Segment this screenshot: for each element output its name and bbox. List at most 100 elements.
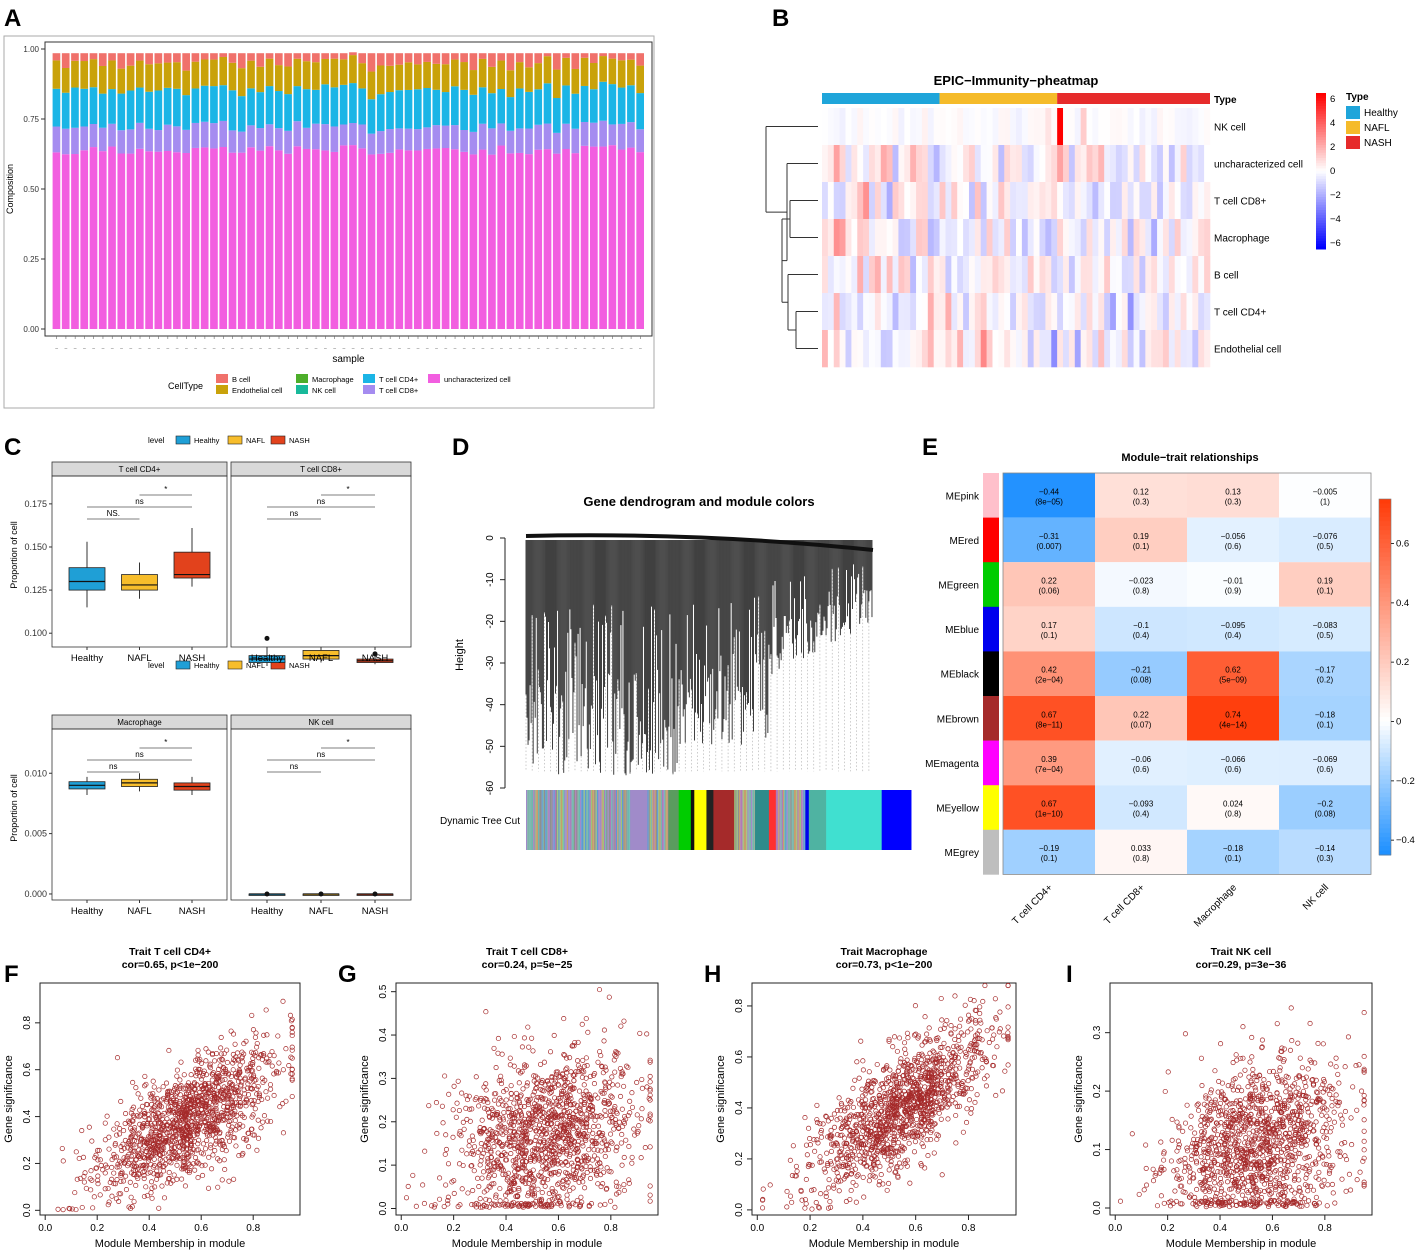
b-scale-step — [1316, 171, 1326, 175]
c-sig-label: ns — [109, 762, 117, 771]
scatter-point — [584, 1169, 590, 1176]
b-heat-cell — [1133, 182, 1140, 220]
a-bar-segment — [376, 94, 385, 132]
d-ytick-label: -30 — [485, 655, 496, 670]
a-bar-segment — [154, 151, 163, 329]
b-heat-cell — [1080, 108, 1087, 146]
scatter-xlabel: Module Membership in module — [452, 1238, 602, 1250]
scatter-point — [585, 1029, 591, 1035]
scatter-point — [621, 1182, 627, 1188]
scatter-point — [192, 1087, 198, 1093]
scatter-xlabel: Module Membership in module — [95, 1238, 245, 1250]
c-outlier — [372, 891, 378, 897]
scatter-point — [139, 1148, 145, 1154]
e-cell-cor: 0.17 — [1041, 621, 1057, 630]
b-heat-cell — [1068, 256, 1076, 294]
b-heat-cell — [1010, 330, 1017, 368]
b-type-bar — [939, 93, 1058, 104]
scatter-point — [454, 1100, 460, 1106]
scatter-point — [228, 1127, 234, 1133]
b-heat-cell — [974, 108, 982, 146]
b-scale-step — [1316, 246, 1326, 250]
scatter-ytick-label: 0.3 — [378, 1071, 389, 1085]
b-heat-cell — [1098, 219, 1105, 257]
scatter-point — [200, 1172, 206, 1179]
b-heat-cell — [1162, 293, 1170, 331]
scatter-point — [595, 1059, 601, 1065]
a-bar-segment — [525, 154, 533, 329]
e-cell-p: (0.06) — [1039, 587, 1060, 596]
scatter-point — [861, 1194, 867, 1200]
a-bar-segment — [312, 53, 320, 63]
b-heat-cell — [874, 330, 882, 368]
scatter-point — [443, 1146, 450, 1152]
b-heat-cell — [1192, 256, 1199, 294]
a-bar-segment — [154, 90, 163, 131]
e-cell-p: (1e−10) — [1035, 810, 1063, 819]
scatter-point — [450, 1134, 456, 1140]
e-scale-step — [1379, 503, 1391, 509]
scatter-point — [213, 1141, 219, 1147]
c-legend-swatch — [227, 435, 243, 445]
a-bar-segment — [627, 53, 635, 60]
scatter-point — [821, 1166, 827, 1172]
d-module-stripe — [792, 790, 794, 850]
d-module-stripe — [527, 790, 529, 850]
e-cell-p: (0.2) — [1317, 676, 1334, 685]
scatter-point — [473, 1074, 479, 1080]
b-heat-cell — [933, 182, 940, 220]
scatter-point — [256, 1065, 262, 1071]
scatter-point — [212, 1148, 218, 1154]
b-heat-cell — [927, 293, 934, 331]
scatter-point — [464, 1151, 470, 1157]
a-xtick-label: – — [454, 346, 457, 352]
a-bar-segment — [506, 130, 515, 154]
scatter-point — [155, 1140, 161, 1146]
scatter-point — [289, 1044, 295, 1050]
scatter-point — [608, 1131, 614, 1137]
scatter-point — [581, 1099, 588, 1106]
b-heat-cell — [1133, 219, 1140, 257]
e-cell-cor: −0.2 — [1317, 800, 1333, 809]
a-bar-segment — [488, 154, 496, 329]
b-row-label: Macrophage — [1214, 234, 1270, 245]
a-xtick-label: – — [519, 346, 522, 352]
scatter-point — [533, 1097, 539, 1103]
scatter-point — [264, 1032, 270, 1038]
scatter-point — [180, 1164, 186, 1170]
scatter-point — [196, 1137, 202, 1143]
a-bar-segment — [256, 92, 265, 129]
c-sig-label: * — [164, 485, 167, 494]
b-heat-cell — [921, 330, 929, 368]
scatter-point — [512, 1110, 519, 1116]
b-heat-cell — [1127, 219, 1134, 257]
e-scale-step — [1379, 819, 1391, 825]
b-heat-cell — [980, 330, 987, 368]
d-module-stripe — [556, 790, 558, 850]
scatter-point — [175, 1143, 181, 1149]
scatter-point — [254, 1091, 260, 1097]
d-module-stripe — [610, 790, 612, 850]
c-facet-title: Macrophage — [117, 718, 162, 727]
scatter-point — [601, 1090, 607, 1096]
scatter-point — [128, 1135, 134, 1141]
d-module-block — [755, 790, 770, 850]
scatter-point — [626, 1177, 632, 1183]
scatter-point — [565, 1179, 571, 1185]
d-module-stripe — [608, 790, 611, 850]
b-heat-cell — [898, 108, 905, 146]
e-scale-step — [1379, 610, 1391, 616]
scatter-point — [219, 1077, 225, 1083]
c-sig-label: ns — [135, 497, 143, 506]
e-row-label: MEbrown — [937, 714, 979, 725]
a-bar-segment — [413, 150, 422, 329]
b-heat-cell — [1092, 108, 1099, 146]
scatter-point — [510, 1122, 516, 1128]
b-heat-cell — [1145, 256, 1152, 294]
scatter-point — [968, 1106, 975, 1112]
scatter-point — [575, 1062, 581, 1068]
scatter-point — [223, 1148, 229, 1154]
e-heat-cell — [1095, 473, 1187, 518]
scatter-point — [477, 1162, 483, 1168]
b-heat-cell — [1016, 219, 1023, 257]
